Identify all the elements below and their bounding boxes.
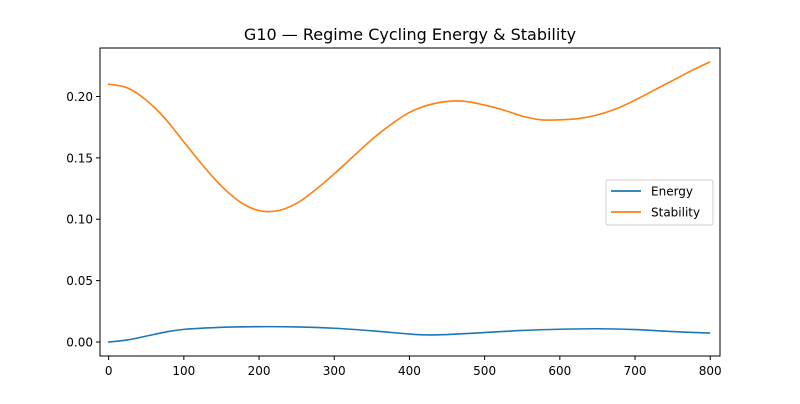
axis-ticks: 0 100 200 300 400 500 600 700 800 0.00 0.05 0.10 0.1… [66, 90, 721, 378]
x-tick-label: 200 [248, 364, 271, 378]
y-tick-label: 0.20 [66, 90, 93, 104]
x-tick-label: 600 [548, 364, 571, 378]
plot-frame [99, 47, 721, 357]
chart-title: G10 — Regime Cycling Energy & Stability [244, 25, 576, 44]
legend: Energy Stability [605, 179, 714, 226]
y-tick-label: 0.00 [66, 336, 93, 350]
y-tick-label: 0.05 [66, 274, 93, 288]
y-tick-label: 0.15 [66, 151, 93, 165]
x-tick-label: 500 [473, 364, 496, 378]
legend-label: Energy [651, 185, 693, 199]
series-lines [107, 61, 711, 343]
series-line-energy [107, 325, 711, 343]
x-tick-label: 800 [699, 364, 722, 378]
x-tick-label: 300 [323, 364, 346, 378]
x-tick-label: 700 [624, 364, 647, 378]
legend-label: Stability [651, 206, 700, 220]
x-tick-label: 400 [398, 364, 421, 378]
x-tick-label: 100 [172, 364, 195, 378]
y-tick-label: 0.10 [66, 213, 93, 227]
x-tick-label: 0 [105, 364, 113, 378]
series-line-stability [107, 61, 711, 213]
